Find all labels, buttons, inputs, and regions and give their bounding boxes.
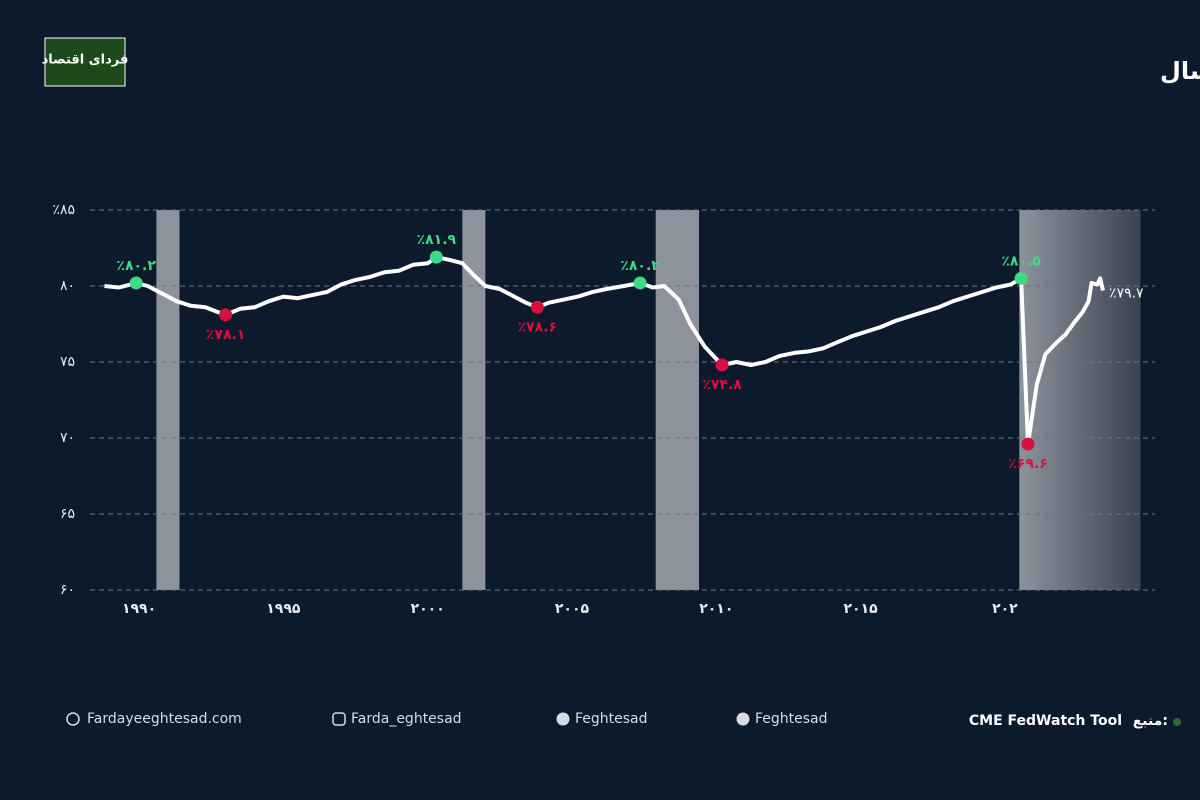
globe-icon xyxy=(66,712,80,726)
end-label: ٪۷۹.۷ xyxy=(1109,286,1144,302)
annotation-dot xyxy=(530,300,544,314)
annotation-dot xyxy=(715,358,729,372)
twitter-icon xyxy=(736,712,750,726)
y-tick-label: ٪۸۵ xyxy=(52,202,75,218)
y-tick-label: ۷۵ xyxy=(60,354,75,370)
annotation-label: ٪۸۰.۵ xyxy=(1001,253,1041,269)
instagram-icon xyxy=(332,712,346,726)
recession-band xyxy=(655,210,699,590)
source-label: منبع: xyxy=(1133,713,1168,729)
x-tick-label: ۲۰۱۵ xyxy=(844,601,879,617)
y-tick-label: ۷۰ xyxy=(60,430,75,446)
footer-link: Feghtesad xyxy=(575,711,648,727)
x-tick-label: ۱۹۹۵ xyxy=(266,601,301,617)
y-tick-label: ۸۰ xyxy=(60,278,75,294)
annotation-label: ٪۷۸.۶ xyxy=(518,319,558,335)
annotation-dot xyxy=(633,276,647,290)
logo-box xyxy=(44,37,126,87)
annotation-label: ٪۷۴.۸ xyxy=(702,377,742,393)
x-tick-label: ۲۰۰۵ xyxy=(555,601,590,617)
recession-band xyxy=(156,210,180,590)
plot: ۶۰ ۶۵ ۷۰ ۷۵ ۸۰ ٪۸۵ ۱۹۹۰ ۱۹۹۵ ۲۰۰۰ ۲۰۰۵ ۲۰۱۰ ۲۰۱۵ ۲۰۲… xyxy=(52,202,1155,617)
recession-band xyxy=(1019,210,1141,590)
annotation-dot xyxy=(429,250,443,264)
footer-link: Fardayeeghtesad.com xyxy=(87,711,242,727)
annotation-dot xyxy=(1014,271,1028,285)
footer-link: Feghtesad xyxy=(755,711,828,727)
x-tick-label: ۱۹۹۰ xyxy=(122,601,156,617)
logo: فردای اقتصاد xyxy=(42,53,129,68)
annotation-dot xyxy=(219,308,233,322)
title: نسبت تعداد شاغلان به تعداد افراد ۲۵ تا ۵… xyxy=(1160,57,1200,85)
recession-band xyxy=(462,210,486,590)
x-tick-label: ۲۰۱۰ xyxy=(699,601,733,617)
annotation-dot xyxy=(129,276,143,290)
source-dot xyxy=(1173,718,1181,726)
y-tick-label: ۶۵ xyxy=(60,506,75,522)
x-tick-label: ۲۰۰۰ xyxy=(411,601,445,617)
annotation-label: ٪۶۹.۶ xyxy=(1008,456,1048,472)
y-tick-label: ۶۰ xyxy=(60,582,75,598)
footer-link: Farda_eghtesad xyxy=(351,711,462,727)
source: CME FedWatch Tool xyxy=(969,713,1122,729)
telegram-icon xyxy=(556,712,570,726)
annotation-label: ٪۸۰.۲ xyxy=(116,258,156,274)
annotation-label: ٪۸۱.۹ xyxy=(417,232,457,248)
x-tick-label: ۲۰۲ xyxy=(992,601,1018,617)
annotation-dot xyxy=(1021,437,1035,451)
annotation-label: ٪۸۰.۲ xyxy=(620,258,660,274)
annotation-label: ٪۷۸.۱ xyxy=(206,327,246,343)
